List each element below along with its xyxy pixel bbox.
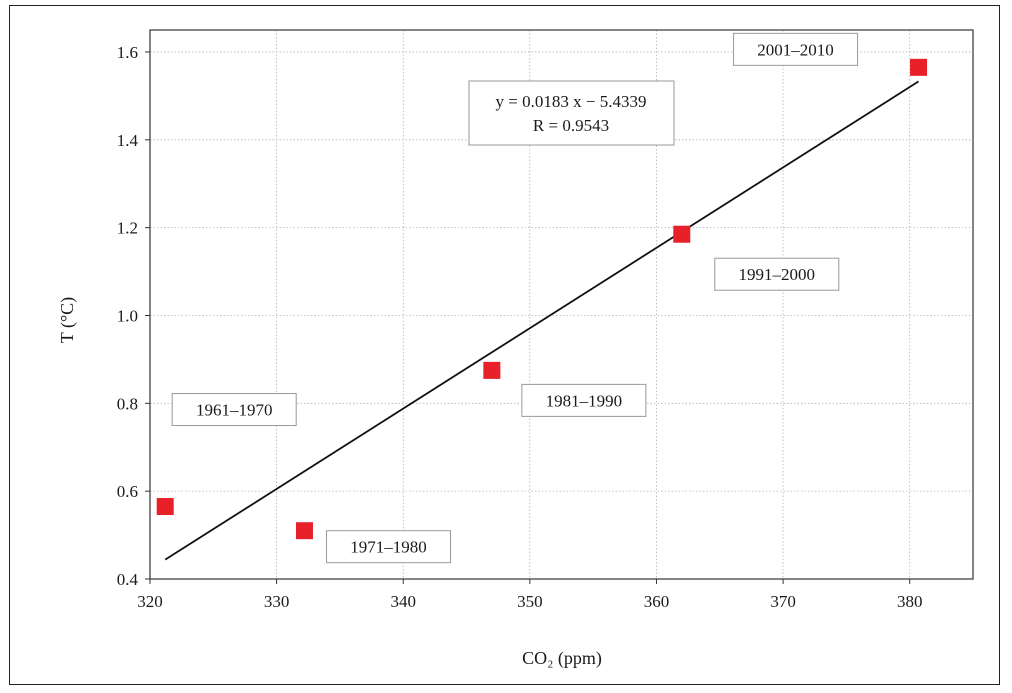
point-label-frame	[325, 530, 451, 564]
y-tick-label: 1.2	[117, 219, 138, 238]
trendline	[164, 80, 920, 561]
plot-area	[149, 29, 974, 580]
x-axis-label: CO₂ (ppm)	[522, 648, 602, 669]
x-tick-label: 370	[770, 592, 796, 611]
point-label-box: 1981–1990	[521, 383, 647, 417]
point-label: 2001–2010	[757, 40, 834, 59]
y-tick-label: 0.8	[117, 394, 138, 413]
point-label-frame	[521, 383, 647, 417]
equation-box: y = 0.0183 x − 5.4339 R = 0.9543	[468, 80, 675, 146]
y-tick-label: 1.4	[117, 131, 139, 150]
data-point-marker	[910, 58, 928, 76]
x-tick-label: 360	[644, 592, 670, 611]
x-tick-label: 350	[517, 592, 543, 611]
data-point-marker	[156, 498, 174, 516]
point-label-box: 1971–1980	[325, 530, 451, 564]
data-point-marker	[483, 361, 501, 379]
point-label-frame	[733, 32, 859, 66]
data-point-marker	[673, 225, 691, 243]
x-tick-label: 330	[264, 592, 290, 611]
y-tick-label: 0.6	[117, 482, 138, 501]
point-label: 1991–2000	[739, 265, 816, 284]
point-label-box: 1991–2000	[714, 257, 840, 291]
point-label: 1981–1990	[546, 391, 623, 410]
equation-text: y = 0.0183 x − 5.4339	[496, 92, 647, 111]
data-point-marker	[295, 522, 313, 540]
point-label: 1961–1970	[196, 401, 273, 420]
y-tick-label: 0.4	[117, 570, 139, 589]
y-axis-ticks: 0.4 0.6 0.8 1.0 1.2 1.4 1.6	[117, 43, 150, 589]
y-tick-label: 1.6	[117, 43, 138, 62]
x-tick-label: 380	[897, 592, 923, 611]
y-axis-label: T (°C)	[57, 297, 78, 343]
y-tick-label: 1.0	[117, 306, 138, 325]
x-axis-ticks: 320 330 340 350 360 370 380	[137, 579, 922, 611]
point-annotations: 1961–1970 1971–1980 1981–1990 1991–2000 2001…	[171, 32, 859, 564]
point-label: 1971–1980	[350, 538, 427, 557]
x-tick-label: 320	[137, 592, 163, 611]
point-label-frame	[714, 257, 840, 291]
point-label-frame	[171, 393, 297, 427]
data-points	[156, 58, 928, 540]
r-value-text: R = 0.9543	[533, 116, 609, 135]
x-tick-label: 340	[390, 592, 416, 611]
point-label-box: 2001–2010	[733, 32, 859, 66]
point-label-box: 1961–1970	[171, 393, 297, 427]
